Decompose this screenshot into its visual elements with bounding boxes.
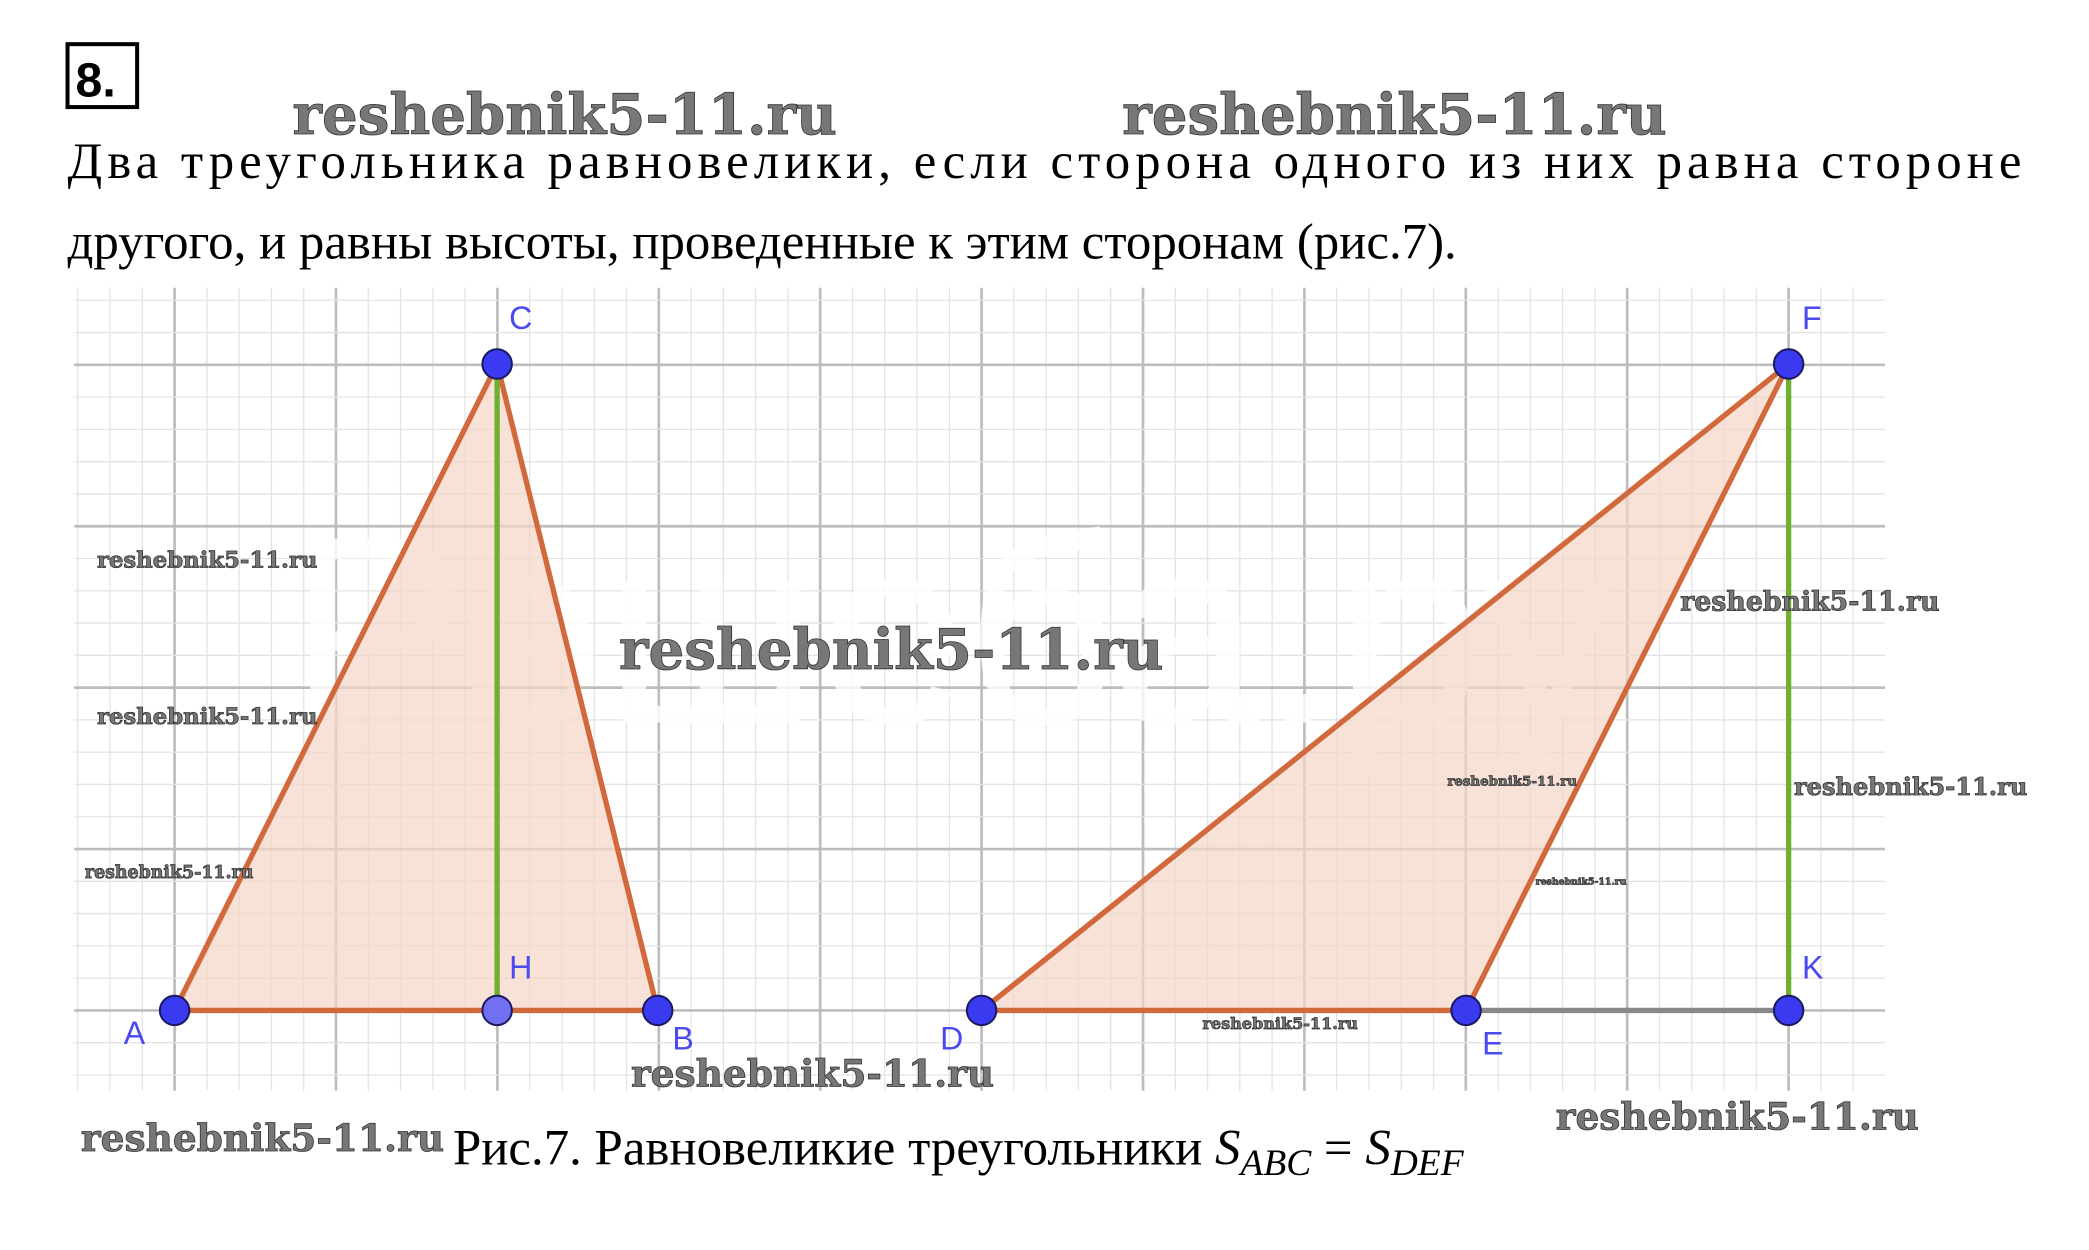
point-e[interactable]: [1450, 994, 1482, 1027]
watermark: reshebnik5-11.ru: [97, 704, 318, 730]
point-h[interactable]: [481, 994, 513, 1027]
label-a: A: [124, 1015, 146, 1051]
points: [158, 348, 1805, 1027]
caption-s2: S: [1365, 1119, 1390, 1175]
label-f: F: [1802, 300, 1822, 336]
watermark: reshebnik5-11.ru: [1794, 772, 2027, 801]
label-h: H: [509, 949, 532, 985]
figure-caption: Рис.7. Равновеликие треугольники SABC = …: [453, 1119, 1465, 1184]
watermark: reshebnik5-11.ru: [1680, 586, 1939, 617]
problem-text-line-1: Два треугольника равновелики, если сторо…: [68, 133, 2022, 189]
caption-sub2: DEF: [1390, 1143, 1465, 1184]
point-f[interactable]: [1772, 348, 1805, 380]
watermark: reshebnik5-11.ru: [292, 82, 837, 148]
label-c: C: [509, 300, 532, 336]
watermark: reshebnik5-11.ru: [85, 863, 254, 883]
watermark: reshebnik5-11.ru: [1202, 1014, 1358, 1033]
label-b: B: [672, 1020, 693, 1056]
triangle-abc: [170, 356, 662, 1014]
caption-sub1: ABC: [1237, 1143, 1312, 1184]
caption-eq: =: [1311, 1119, 1365, 1175]
problem-number: 8.: [76, 53, 116, 107]
watermark: reshebnik5-11.ru: [1122, 82, 1667, 148]
watermark: reshebnik5-11.ru: [619, 617, 1164, 683]
point-a[interactable]: [158, 994, 191, 1027]
watermark: reshebnik5-11.ru: [81, 1116, 444, 1160]
point-b[interactable]: [641, 994, 674, 1027]
problem-number-box: [65, 42, 140, 110]
caption-prefix: Рис.7. Равновеликие треугольники: [453, 1119, 1215, 1175]
point-d[interactable]: [965, 994, 998, 1027]
point-c[interactable]: [481, 348, 513, 380]
watermark: reshebnik5-11.ru: [1447, 774, 1577, 790]
problem-text-line-2: другого, и равны высоты, проведенные к э…: [68, 213, 1457, 269]
point-k[interactable]: [1772, 994, 1805, 1027]
label-k: K: [1802, 949, 1824, 985]
watermark: reshebnik5-11.ru: [1536, 877, 1627, 888]
watermark: reshebnik5-11.ru: [97, 547, 318, 573]
triangle-def: [973, 361, 1792, 1014]
watermark: reshebnik5-11.ru: [631, 1052, 994, 1096]
watermark: reshebnik5-11.ru: [1556, 1095, 1919, 1139]
label-d: D: [940, 1020, 963, 1056]
label-e: E: [1482, 1026, 1503, 1062]
caption-s1: S: [1215, 1119, 1240, 1175]
